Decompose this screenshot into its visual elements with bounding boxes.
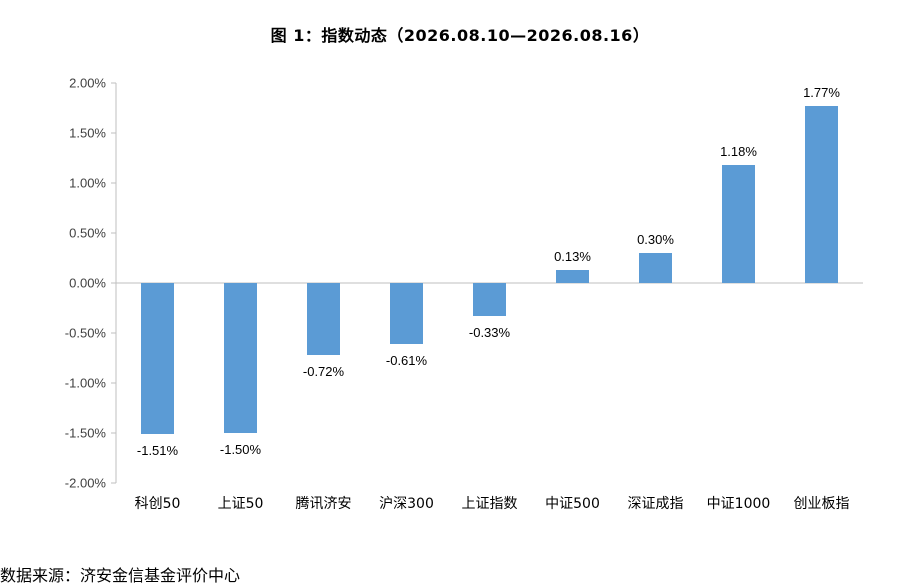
x-tick-label: 上证指数 [462,496,518,512]
data-label: 0.13% [554,249,591,264]
data-label: 1.77% [803,85,840,100]
x-tick-label: 腾讯济安 [296,495,352,512]
bar [556,270,589,283]
y-tick-label: -2.00% [65,476,107,491]
x-tick-label: 深证成指 [628,496,684,512]
bar [390,283,423,344]
data-label: -1.50% [220,442,262,457]
y-tick-label: 0.50% [69,226,106,241]
y-tick-label: -1.50% [65,426,107,441]
x-tick-label: 中证1000 [707,496,771,512]
chart-title: 图 1：指数动态（2026.08.10—2026.08.16） [270,26,650,45]
bar [224,283,257,433]
y-tick-label: 0.00% [69,276,106,291]
data-label: -0.72% [303,364,345,379]
y-tick-label: 2.00% [69,76,106,91]
y-tick-label: 1.50% [69,126,106,141]
data-label: 1.18% [720,144,757,159]
bar [141,283,174,434]
data-label: -0.61% [386,353,428,368]
x-tick-label: 科创50 [135,496,181,512]
bar [307,283,340,355]
data-label: -0.33% [469,325,511,340]
x-tick-label: 中证500 [545,496,600,512]
y-tick-label: 1.00% [69,176,106,191]
data-source-note: 数据来源：济安金信基金评价中心 [0,566,241,585]
y-tick-label: -0.50% [65,326,107,341]
bar [805,106,838,283]
x-tick-label: 创业板指 [794,496,850,512]
bar [473,283,506,316]
x-tick-label: 上证50 [218,496,264,512]
y-tick-label: -1.00% [65,376,107,391]
bar [639,253,672,283]
data-label: -1.51% [137,443,179,458]
x-tick-label: 沪深300 [379,496,434,512]
data-label: 0.30% [637,232,674,247]
bar [722,165,755,283]
